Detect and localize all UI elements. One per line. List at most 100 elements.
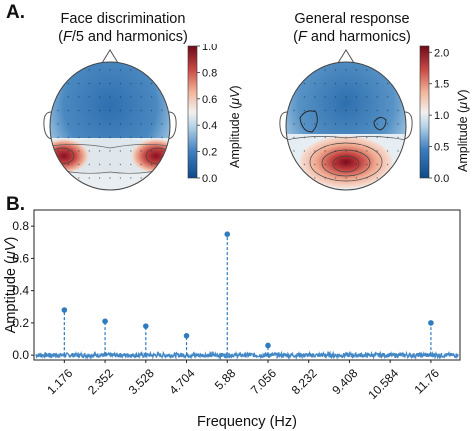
colorbar-tick-label: 0.0 [434,173,449,184]
sensor-dot [366,109,368,112]
y-tick-label: 0.0 [12,348,29,362]
sensor-dot [303,123,306,125]
sensor-dot [88,82,90,85]
sensor-dot [109,82,111,85]
sensor-dot [314,96,316,98]
y-tick-label: 0.8 [12,219,29,233]
left-map-title: Face discrimination (F/5 and harmonics) [28,10,218,46]
sensor-dot [303,163,306,166]
sensor-dot [366,123,368,125]
left-map-title-line1: Face discrimination [60,11,186,27]
sensor-dot [293,123,295,125]
sensor-dot [109,150,111,152]
colorbar-tick-label: 0.2 [202,147,217,159]
sensor-dot [345,69,347,71]
sensor-dot [376,163,378,166]
sensor-dot [109,69,111,71]
y-tick-label: 0.2 [12,316,29,330]
sensor-dot [366,82,368,85]
sensor-dot [57,109,59,112]
sensor-dot [334,163,337,166]
sensor-dot [334,96,337,98]
sensor-dot [57,123,59,125]
sensor-dot [140,136,142,139]
sensor-dot [130,150,132,152]
x-tick-label: 4.704 [166,366,197,397]
sensor-dot [78,109,80,112]
left-colorbar: 1.0 0.8 0.6 0.4 0.2 0.0 [187,44,217,184]
sensor-dot [334,69,337,71]
sensor-dot [140,123,142,125]
y-axis-label: Amptitude (μV) [3,237,19,334]
sensor-dot [345,82,347,85]
sensor-dot [345,163,347,166]
sensor-dot [324,123,326,125]
x-tick-label: 2.352 [85,366,116,397]
sensor-dot [324,109,326,112]
sensor-dot [150,96,153,98]
sensor-dot [109,136,111,139]
sensor-dot [119,82,122,85]
sensor-dot [386,163,389,166]
sensor-dot [355,150,358,152]
right-map-title: General response (F and harmonics) [262,10,442,46]
sensor-dot [366,163,368,166]
sensor-dot [140,150,142,152]
sensor-dot [314,82,316,85]
sensor-dot [130,96,132,98]
peak-marker [102,318,108,325]
sensor-dot [67,109,70,112]
sensor-dot [355,136,358,139]
left-topomap [43,49,177,191]
sensor-dot [324,69,326,71]
sensor-dot [67,150,70,152]
sensor-dot [386,109,389,112]
sensor-dot [334,150,337,152]
sensor-dot [130,82,132,85]
sensor-dot [119,136,122,139]
peak-marker [61,307,68,313]
colorbar-tick-label: 1.0 [202,44,217,53]
sensor-dot [376,136,378,139]
sensor-dot [314,109,316,112]
sensor-dot [67,96,70,98]
sensor-dot [140,96,142,98]
sensor-dot [98,163,101,166]
sensor-dot [376,150,378,152]
sensor-dot [109,109,111,112]
sensor-dot [140,82,142,85]
sensor-dot [88,96,90,98]
sensor-dot [78,150,80,152]
sensor-dot [355,82,358,85]
sensor-dot [376,123,378,125]
sensor-dot [366,69,368,71]
sensor-dot [324,150,326,152]
sensor-dot [150,123,153,125]
x-tick-label: 9.408 [329,366,360,397]
sensor-dot [366,177,368,179]
sensor-dot [88,69,90,71]
sensor-dot [334,136,337,139]
sensor-dot [386,123,389,125]
sensor-dot [314,177,316,179]
sensor-dot [161,109,163,112]
sensor-dot [130,123,132,125]
sensor-dot [345,136,347,139]
sensor-dot [386,82,389,85]
sensor-dot [345,123,347,125]
sensor-dot [324,82,326,85]
sensor-dot [88,136,90,139]
sensor-dot [345,109,347,112]
sensor-dot [119,69,122,71]
colorbar-tick-label: 0.5 [434,142,449,154]
x-axis-label: Frequency (Hz) [197,414,297,430]
sensor-dot [355,177,358,179]
colorbar-tick-label: 2.0 [434,47,449,59]
sensor-dot [303,136,306,139]
sensor-dot [303,109,306,112]
sensor-dot [78,96,80,98]
sensor-dot [98,109,101,112]
plot-frame [33,209,461,361]
right-map-title-line1: General response [294,11,410,27]
sensor-dot [386,136,389,139]
